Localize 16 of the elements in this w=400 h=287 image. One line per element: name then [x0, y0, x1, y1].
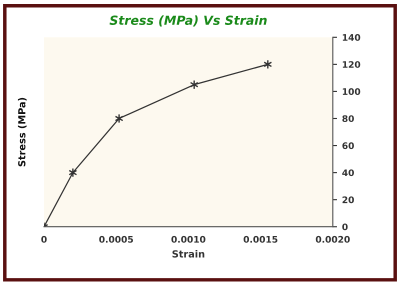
y-tick-label: 80	[342, 115, 354, 122]
y-tick-label: 100	[342, 88, 360, 95]
x-tick-label: 0.0010	[171, 236, 206, 243]
y-tick-label: 120	[342, 61, 360, 68]
y-tick-label: 20	[342, 196, 354, 204]
x-axis-title: Strain	[172, 250, 204, 258]
x-tick-label: 0.0015	[244, 236, 278, 243]
x-tick-label: 0	[41, 236, 47, 243]
y-tick-label: 40	[342, 169, 354, 176]
y-tick-label: 60	[342, 142, 354, 150]
y-tick-label: 140	[342, 34, 360, 41]
x-tick-label: 0.0005	[99, 236, 133, 243]
x-tick-label: 0.0020	[316, 236, 350, 243]
y-tick-label: 0	[342, 223, 348, 230]
chart-title: Stress (MPa) Vs Strain	[110, 15, 267, 26]
y-axis-title: Stress (MPa)	[18, 98, 27, 166]
